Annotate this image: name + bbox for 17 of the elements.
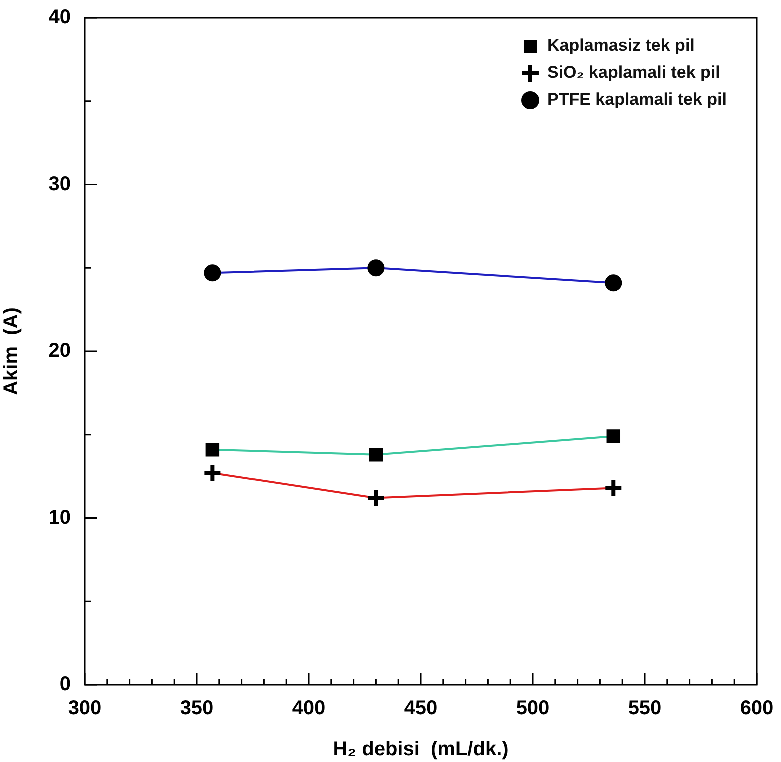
y-tick-label: 10 (48, 506, 71, 529)
y-tick-label: 40 (48, 6, 71, 29)
x-tick-label: 450 (404, 698, 438, 720)
y-tick-label: 30 (48, 173, 71, 196)
x-tick-label: 600 (740, 698, 774, 720)
y-tick-label: 20 (48, 340, 71, 362)
legend-label: Kaplamasiz tek pil (547, 36, 695, 56)
x-tick-label: 500 (516, 698, 550, 720)
x-tick-label: 550 (628, 698, 662, 720)
legend-label: PTFE kaplamali tek pil (547, 90, 728, 110)
x-tick-label: 300 (68, 698, 102, 720)
y-axis-title: Akim (A) (0, 308, 23, 396)
x-tick-label: 350 (180, 698, 214, 720)
x-axis-title: H₂ debisi (mL/dk.) (333, 738, 509, 761)
x-tick-label: 400 (292, 698, 326, 720)
legend-label: SiO₂ kaplamali tek pil (547, 63, 720, 82)
y-tick-label: 0 (60, 674, 71, 696)
